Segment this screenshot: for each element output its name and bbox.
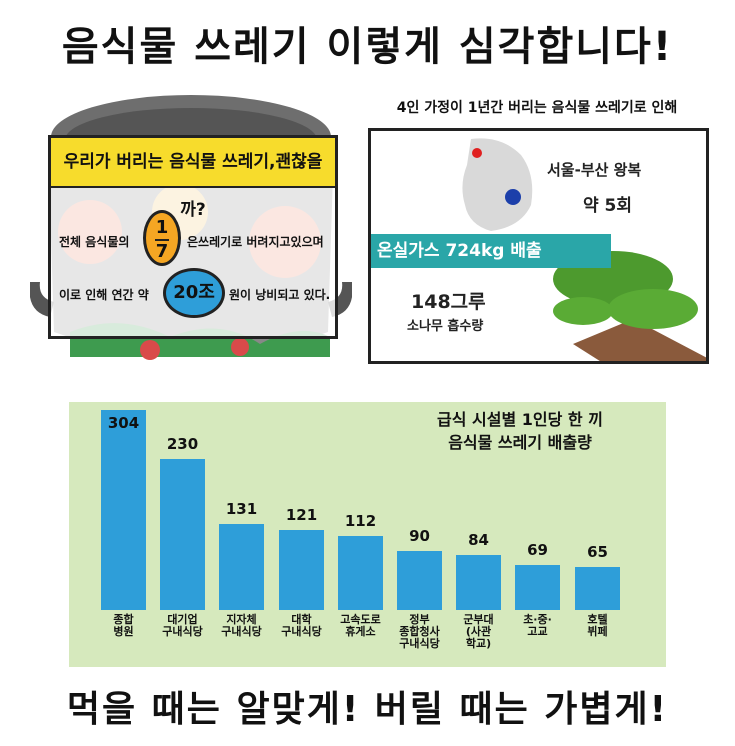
category-label-2: 지자체 구내식당 <box>207 614 277 638</box>
category-label-5-line-2: 구내식당 <box>399 637 440 650</box>
info-box-header: 우리가 버리는 음식물 쓰레기,괜찮을까? <box>51 138 335 220</box>
busan-marker <box>505 189 521 205</box>
category-label-6: 군부대 (사관 학교) <box>444 614 514 650</box>
page-title: 음식물 쓰레기 이렇게 심각합니다! <box>61 24 674 70</box>
korea-map-illustration <box>462 138 533 231</box>
bar-8 <box>575 567 620 610</box>
bar-value-4: 112 <box>344 512 377 530</box>
bar-6 <box>456 555 501 610</box>
pine-tree-illustration <box>553 251 706 361</box>
bar-value-8: 65 <box>587 543 608 561</box>
category-label-7-line-1: 고교 <box>527 625 548 638</box>
category-label-5-line-1: 종합청사 <box>399 625 440 638</box>
info-line1-prefix: 전체 음식물의 <box>59 235 130 249</box>
bar-3 <box>279 530 324 610</box>
category-label-3-line-1: 구내식당 <box>281 625 322 638</box>
bar-value-1: 230 <box>166 435 199 453</box>
chart-title-line2: 음식물 쓰레기 배출량 <box>448 433 592 452</box>
bar-0 <box>101 410 146 610</box>
chart-title-line1: 급식 시설별 1인당 한 끼 <box>437 410 603 429</box>
category-label-2-line-0: 지자체 <box>226 613 257 626</box>
category-label-8: 호텔 뷔페 <box>563 614 633 638</box>
category-label-6-line-2: 학교) <box>465 637 492 650</box>
impact-box: 서울-부산 왕복 약 5회 온실가스 724kg 배출 148그루 소나무 흡수… <box>368 128 709 364</box>
bar-2 <box>219 524 264 610</box>
bar-5 <box>397 551 442 610</box>
category-label-8-line-1: 뷔페 <box>587 625 608 638</box>
bar-value-0: 304 <box>107 414 140 432</box>
bar-1 <box>160 459 205 610</box>
category-label-5: 정부 종합청사 구내식당 <box>385 614 455 650</box>
category-label-6-line-0: 군부대 <box>463 613 494 626</box>
category-label-1-line-0: 대기업 <box>167 613 198 626</box>
category-label-1: 대기업 구내식당 <box>148 614 218 638</box>
category-label-0: 종합 병원 <box>89 614 159 638</box>
category-label-0-line-0: 종합 <box>113 613 134 626</box>
amount-badge: 20조 <box>163 268 225 318</box>
fraction-badge: 1 7 <box>143 210 181 266</box>
bar-7 <box>515 565 560 610</box>
category-label-7: 초·중· 고교 <box>503 614 573 638</box>
trip-label: 서울-부산 왕복 <box>547 161 642 179</box>
category-label-3-line-0: 대학 <box>291 613 312 626</box>
info-line2-prefix: 이로 인해 연간 약 <box>59 288 149 302</box>
bar-value-7: 69 <box>527 541 548 559</box>
category-label-6-line-1: (사관 <box>465 625 492 638</box>
trip-count: 약 5회 <box>583 196 633 216</box>
category-label-4: 고속도로 휴게소 <box>326 614 396 638</box>
category-label-4-line-1: 휴게소 <box>345 625 376 638</box>
category-label-2-line-1: 구내식당 <box>221 625 262 638</box>
bar-value-2: 131 <box>225 500 258 518</box>
bar-4 <box>338 536 383 610</box>
food-waste-info-box: 우리가 버리는 음식물 쓰레기,괜찮을까? 전체 음식물의 1 7 은쓰레기로 … <box>48 135 338 339</box>
trees-caption: 소나무 흡수량 <box>407 319 484 334</box>
fraction-numerator: 1 <box>155 217 169 241</box>
chart-title: 급식 시설별 1인당 한 끼 음식물 쓰레기 배출량 <box>400 408 640 454</box>
footer-slogan: 먹을 때는 알맞게! 버릴 때는 가볍게! <box>66 689 669 730</box>
fraction-denominator: 7 <box>155 241 169 262</box>
category-label-4-line-0: 고속도로 <box>340 613 381 626</box>
trees-count: 148그루 <box>411 291 486 313</box>
info-line1-suffix: 은쓰레기로 버려지고있으며 <box>187 235 324 249</box>
bar-value-3: 121 <box>285 506 318 524</box>
category-label-1-line-1: 구내식당 <box>162 625 203 638</box>
category-label-7-line-0: 초·중· <box>523 613 552 626</box>
category-label-8-line-0: 호텔 <box>587 613 608 626</box>
category-label-3: 대학 구내식당 <box>267 614 337 638</box>
bar-value-5: 90 <box>409 527 430 545</box>
ghg-emission-label: 온실가스 724kg 배출 <box>371 234 611 268</box>
bar-value-6: 84 <box>468 531 489 549</box>
category-label-0-line-1: 병원 <box>113 625 134 638</box>
category-label-5-line-0: 정부 <box>409 613 430 626</box>
right-panel-caption: 4인 가정이 1년간 버리는 음식물 쓰레기로 인해 <box>396 100 678 116</box>
seoul-marker <box>472 148 482 158</box>
info-line2-suffix: 원이 낭비되고 있다. <box>229 288 331 302</box>
